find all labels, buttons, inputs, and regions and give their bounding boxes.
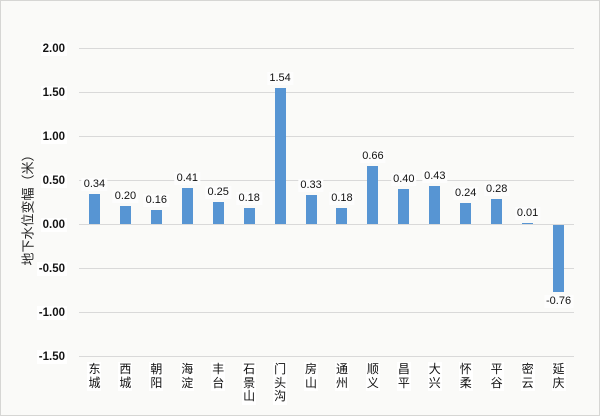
y-tick-text: 2.00 [40,41,67,56]
bar-value-label: 1.54 [267,72,293,86]
y-gridline [79,92,574,93]
y-gridline [79,356,574,357]
y-gridline [79,48,574,49]
x-category-label: 平 谷 [489,362,504,391]
x-category-label: 石 景 山 [242,362,257,405]
y-tick-text: -1.50 [36,349,67,364]
bar-value-label: 0.25 [205,186,231,199]
bar-value-label: 0.40 [391,172,417,186]
y-gridline [79,136,574,137]
bar [522,223,534,224]
y-tick-label: 1.00 [13,129,67,144]
bar [398,188,410,224]
bar [243,208,255,224]
bar [88,194,100,224]
bar [491,199,503,224]
x-category-label: 东 城 [87,362,102,391]
x-category-label: 顺 义 [365,362,380,391]
x-category-label: 海 淀 [180,362,195,391]
y-tick-text: 1.50 [40,85,67,100]
x-category-label: 门 头 沟 [273,362,288,405]
bar-value-label: 0.01 [514,207,541,220]
bar [429,186,441,224]
bar-value-label: 0.28 [483,183,510,197]
bar [460,202,472,224]
y-tick-text: 0.00 [40,217,67,232]
bar-value-label: 0.66 [360,149,386,163]
x-category-label: 房 山 [304,362,319,391]
y-tick-label: 0.50 [13,173,67,188]
bar-value-label: 0.16 [143,193,170,207]
x-category-label: 昌 平 [396,362,411,391]
y-gridline [79,224,574,225]
x-category-label: 西 城 [118,362,133,391]
bar [305,194,317,224]
x-category-label: 密 云 [520,362,535,391]
y-gridline [79,180,574,181]
bar-value-label: 0.41 [174,171,200,185]
bar [212,202,224,224]
y-tick-label: 2.00 [13,41,67,56]
bar-value-label: 0.43 [422,170,448,184]
y-axis-title: 地下水位变幅（米） [20,148,36,266]
y-tick-label: 1.50 [13,85,67,100]
bar [181,187,193,224]
x-category-label: 丰 台 [211,362,226,391]
bar [274,88,286,224]
bar-value-label: 0.18 [236,192,262,206]
bar [150,209,162,224]
y-tick-text: -0.50 [36,261,67,276]
bar-value-label: 0.20 [112,190,139,204]
y-gridline [79,312,574,313]
y-tick-label: -1.50 [13,349,67,364]
x-category-label: 怀 柔 [458,362,473,391]
x-category-label: 延 庆 [551,362,566,391]
y-tick-label: -1.00 [13,305,67,320]
x-category-label: 朝 阳 [149,362,164,391]
y-tick-text: 0.50 [40,173,67,188]
bar-value-label: -0.76 [543,294,574,308]
y-tick-text: -1.00 [36,305,67,320]
bar [367,165,379,224]
x-category-label: 通 州 [334,362,349,391]
bar-value-label: 0.34 [81,178,108,192]
y-tick-label: 0.00 [13,217,67,232]
y-tick-text: 1.00 [40,129,67,144]
bar [553,225,565,292]
y-tick-label: -0.50 [13,261,67,276]
x-category-label: 大 兴 [427,362,442,391]
bar [119,206,131,224]
bar-value-label: 0.24 [453,186,479,200]
bar [336,208,348,224]
bar-value-label: 0.18 [329,192,355,206]
bar-value-label: 0.33 [298,178,324,192]
y-gridline [79,268,574,269]
